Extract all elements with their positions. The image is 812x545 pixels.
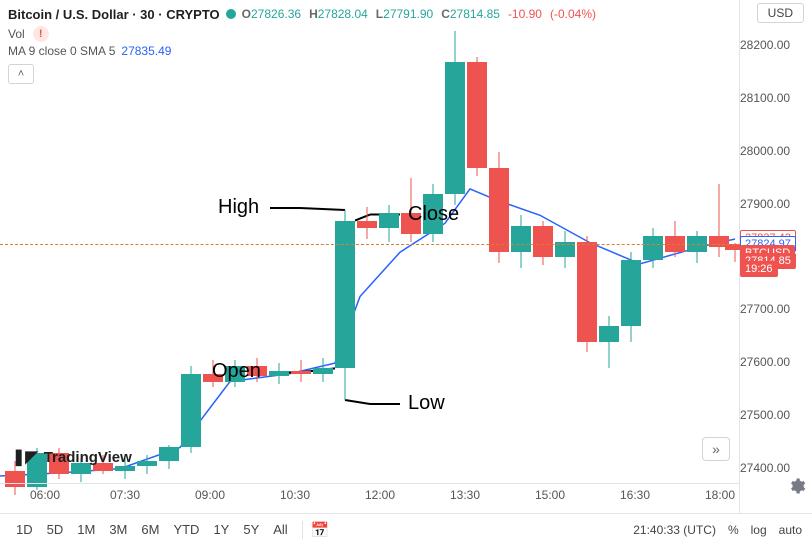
chart-canvas[interactable] [0, 20, 740, 495]
candle [335, 210, 355, 400]
time-tick: 16:30 [620, 488, 650, 502]
candle [269, 363, 289, 384]
timeframe-3m[interactable]: 3M [103, 519, 133, 540]
ohlc-low: 27791.90 [383, 7, 433, 21]
candle [665, 221, 685, 258]
candle [555, 231, 575, 268]
candle [291, 360, 311, 381]
candle [445, 31, 465, 205]
time-tick: 06:00 [30, 488, 60, 502]
candle [159, 445, 179, 469]
timeframe-5y[interactable]: 5Y [237, 519, 265, 540]
timeframe-6m[interactable]: 6M [135, 519, 165, 540]
candle [313, 358, 333, 382]
ohlc-change: -10.90 [508, 7, 542, 21]
auto-scale[interactable]: auto [779, 523, 802, 537]
candle [643, 228, 663, 268]
time-axis[interactable]: 06:00 07:30 09:00 10:30 12:00 13:30 15:00 16:30… [0, 483, 740, 509]
candle [379, 205, 399, 242]
ohlc-change-pct: (-0.04%) [550, 7, 596, 21]
time-tick: 15:00 [535, 488, 565, 502]
price-label: 19:26 [740, 261, 778, 277]
time-tick: 12:00 [365, 488, 395, 502]
timeframe-5d[interactable]: 5D [41, 519, 70, 540]
timeframe-all[interactable]: All [267, 519, 293, 540]
candle [577, 236, 597, 352]
gear-icon[interactable] [788, 477, 806, 495]
candle [467, 57, 487, 176]
price-tick: 27900.00 [740, 197, 790, 211]
tradingview-logo[interactable]: ❚◤ TradingView [12, 447, 132, 467]
candle [599, 316, 619, 369]
annotation-high: High [218, 196, 259, 219]
logo-text: TradingView [44, 449, 132, 466]
candle [489, 152, 509, 263]
ohlc-high: 27828.04 [318, 7, 368, 21]
logo-icon: ❚◤ [12, 447, 38, 467]
annotation-low: Low [408, 392, 445, 415]
timeframe-1y[interactable]: 1Y [207, 519, 235, 540]
percent-scale[interactable]: % [728, 523, 739, 537]
candle [137, 455, 157, 473]
price-tick: 28200.00 [740, 38, 790, 52]
annotation-close: Close [408, 203, 459, 226]
candle [621, 252, 641, 342]
ohlc-open: 27826.36 [251, 7, 301, 21]
clock[interactable]: 21:40:33 (UTC) [633, 523, 716, 537]
footer-bar: 1D5D1M3M6MYTD1Y5YAll 📅 21:40:33 (UTC) % … [0, 513, 812, 545]
price-tick: 27700.00 [740, 302, 790, 316]
log-scale[interactable]: log [751, 523, 767, 537]
timeframe-1m[interactable]: 1M [71, 519, 101, 540]
time-tick: 09:00 [195, 488, 225, 502]
price-tick: 27500.00 [740, 408, 790, 422]
price-tick: 28000.00 [740, 144, 790, 158]
time-tick: 18:00 [705, 488, 735, 502]
scroll-right-button[interactable]: » [702, 437, 730, 461]
time-tick: 07:30 [110, 488, 140, 502]
candle [687, 231, 707, 263]
ohlc-close: 27814.85 [450, 7, 500, 21]
candle [533, 221, 553, 266]
annotation-open: Open [212, 360, 261, 383]
price-tick: 27400.00 [740, 461, 790, 475]
price-line-dash [0, 244, 740, 245]
candle [511, 215, 531, 268]
price-tick: 27600.00 [740, 355, 790, 369]
ohlc-readout: O27826.36 H27828.04 L27791.90 C27814.85 … [242, 7, 596, 21]
candle [181, 366, 201, 453]
price-tick: 28100.00 [740, 91, 790, 105]
time-tick: 10:30 [280, 488, 310, 502]
goto-date-icon[interactable]: 📅 [311, 521, 330, 539]
timeframe-ytd[interactable]: YTD [167, 519, 205, 540]
price-axis[interactable]: 27400.0027500.0027600.0027700.0027800.00… [740, 20, 812, 495]
market-status-dot [226, 9, 236, 19]
timeframe-1d[interactable]: 1D [10, 519, 39, 540]
time-tick: 13:30 [450, 488, 480, 502]
candle [357, 207, 377, 239]
